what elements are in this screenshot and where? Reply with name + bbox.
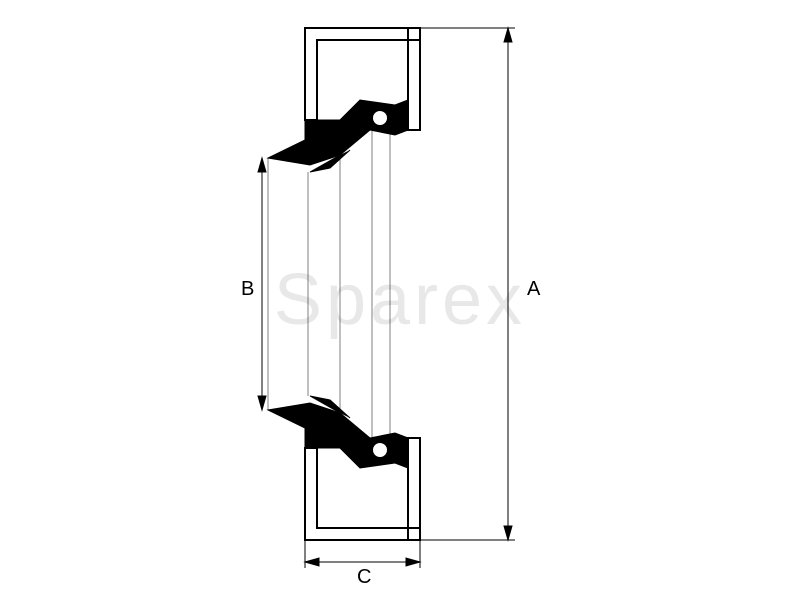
dimension-c	[305, 540, 420, 568]
dimension-b	[258, 158, 266, 410]
seal-diagram	[0, 0, 800, 600]
reference-lines	[268, 128, 390, 440]
dimension-a	[420, 28, 515, 540]
bottom-seal-profile	[268, 396, 420, 540]
top-seal-profile	[268, 28, 420, 172]
